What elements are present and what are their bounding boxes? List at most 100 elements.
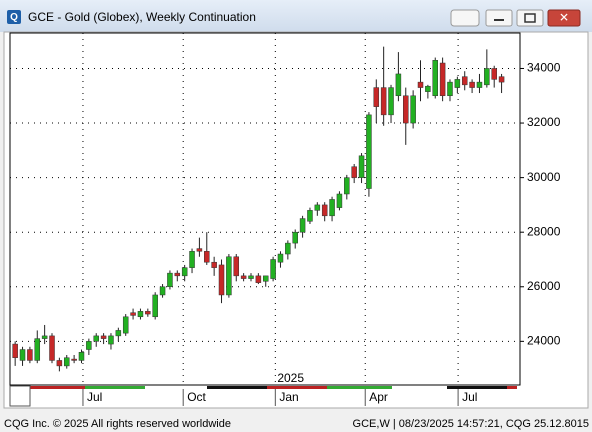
chart-title: GCE - Gold (Globex), Weekly Continuation xyxy=(28,10,256,24)
y-tick-label: 26000 xyxy=(527,279,561,293)
maximize-glyph xyxy=(524,13,536,23)
candle-body xyxy=(498,76,505,83)
trend-segment xyxy=(392,386,447,389)
candle-body xyxy=(152,294,158,318)
x-tick-label: Jul xyxy=(462,390,477,404)
candle-body xyxy=(395,73,402,97)
candle-body xyxy=(181,267,188,277)
candle-body xyxy=(329,199,335,217)
candle-body xyxy=(454,79,461,88)
candle-body xyxy=(469,81,475,88)
y-tick-label: 32000 xyxy=(527,115,561,129)
candle-body xyxy=(34,338,41,361)
x-tick-label: Oct xyxy=(187,390,206,404)
candle-body xyxy=(491,68,497,80)
candle-body xyxy=(189,251,195,268)
candle-body xyxy=(285,242,291,255)
app-icon-glyph: Q xyxy=(10,12,18,23)
candle-body xyxy=(196,248,203,252)
candle-body xyxy=(167,272,173,288)
candle-body xyxy=(115,330,122,337)
trend-segment xyxy=(447,386,507,389)
candle-body xyxy=(432,60,438,97)
candle-body xyxy=(93,335,99,342)
y-tick-label: 24000 xyxy=(527,334,561,348)
candle-body xyxy=(439,62,446,97)
candle-body xyxy=(78,352,85,361)
candle-body xyxy=(425,85,431,92)
candle-body xyxy=(100,335,107,339)
candle-body xyxy=(344,177,350,195)
maximize-button[interactable] xyxy=(516,9,544,27)
y-tick-label: 28000 xyxy=(527,224,561,238)
link-button[interactable] xyxy=(450,9,480,27)
trend-segment xyxy=(85,386,145,389)
candle-body xyxy=(248,275,254,279)
x-tick-label: Jan xyxy=(279,390,298,404)
candle-body xyxy=(417,81,424,88)
candle-body xyxy=(130,312,136,316)
candle-body xyxy=(299,218,306,233)
candle-body xyxy=(174,272,181,277)
candle-body xyxy=(388,87,394,116)
candle-body xyxy=(56,360,63,367)
trend-bar xyxy=(30,386,517,389)
candle-body xyxy=(307,210,313,222)
candle-body xyxy=(145,311,151,315)
corner-box xyxy=(9,385,31,407)
app-icon xyxy=(7,10,21,24)
candle-body xyxy=(270,259,276,279)
candle-body xyxy=(86,341,92,350)
y-tick-label: 30000 xyxy=(527,170,561,184)
close-button[interactable] xyxy=(547,9,581,27)
candle-body xyxy=(373,87,380,107)
footer-right: GCE,W | 08/23/2025 14:57:21, CQG 25.12.8… xyxy=(353,418,589,430)
candle-body xyxy=(41,335,48,339)
year-label: 2025 xyxy=(277,371,304,385)
candle-body xyxy=(122,316,129,334)
candle-body xyxy=(226,256,232,296)
trend-segment xyxy=(30,386,85,389)
candle-body xyxy=(204,251,210,263)
candle-body xyxy=(12,343,18,358)
candle-body xyxy=(277,253,284,263)
candle-body xyxy=(19,349,26,361)
trend-segment xyxy=(507,386,517,389)
candle-body xyxy=(49,335,55,361)
trend-segment xyxy=(207,386,267,389)
candle-body xyxy=(63,357,70,367)
candle-body xyxy=(351,166,357,178)
x-tick-label: Jul xyxy=(87,390,102,404)
trend-segment xyxy=(267,386,327,389)
candle-body xyxy=(255,275,262,283)
candle-body xyxy=(262,275,269,282)
trend-segment xyxy=(145,386,207,389)
minimize-button[interactable] xyxy=(485,9,513,27)
candle-body xyxy=(358,155,365,178)
y-tick-label: 34000 xyxy=(527,61,561,75)
candle-body xyxy=(159,286,166,296)
candle-body xyxy=(321,204,328,217)
candle-body xyxy=(314,204,321,211)
candle-body xyxy=(461,76,468,86)
candle-body xyxy=(240,275,247,279)
candle-body xyxy=(27,349,33,361)
candle-body xyxy=(137,311,144,318)
candle-body xyxy=(71,358,77,361)
close-glyph: ✕ xyxy=(559,11,569,25)
x-tick-label: Apr xyxy=(369,390,388,404)
trend-segment xyxy=(327,386,392,389)
candle-body xyxy=(108,335,114,345)
candle-body xyxy=(447,81,453,97)
candle-body xyxy=(233,256,240,277)
candle-body xyxy=(366,114,372,189)
candle-body xyxy=(403,95,409,124)
candle-body xyxy=(211,261,217,268)
footer-left: CQG Inc. © 2025 All rights reserved worl… xyxy=(4,418,231,430)
candle-body xyxy=(292,231,298,244)
candle-body xyxy=(380,87,387,116)
candle-body xyxy=(336,193,343,208)
candle-body xyxy=(410,95,416,124)
candle-body xyxy=(218,264,225,296)
